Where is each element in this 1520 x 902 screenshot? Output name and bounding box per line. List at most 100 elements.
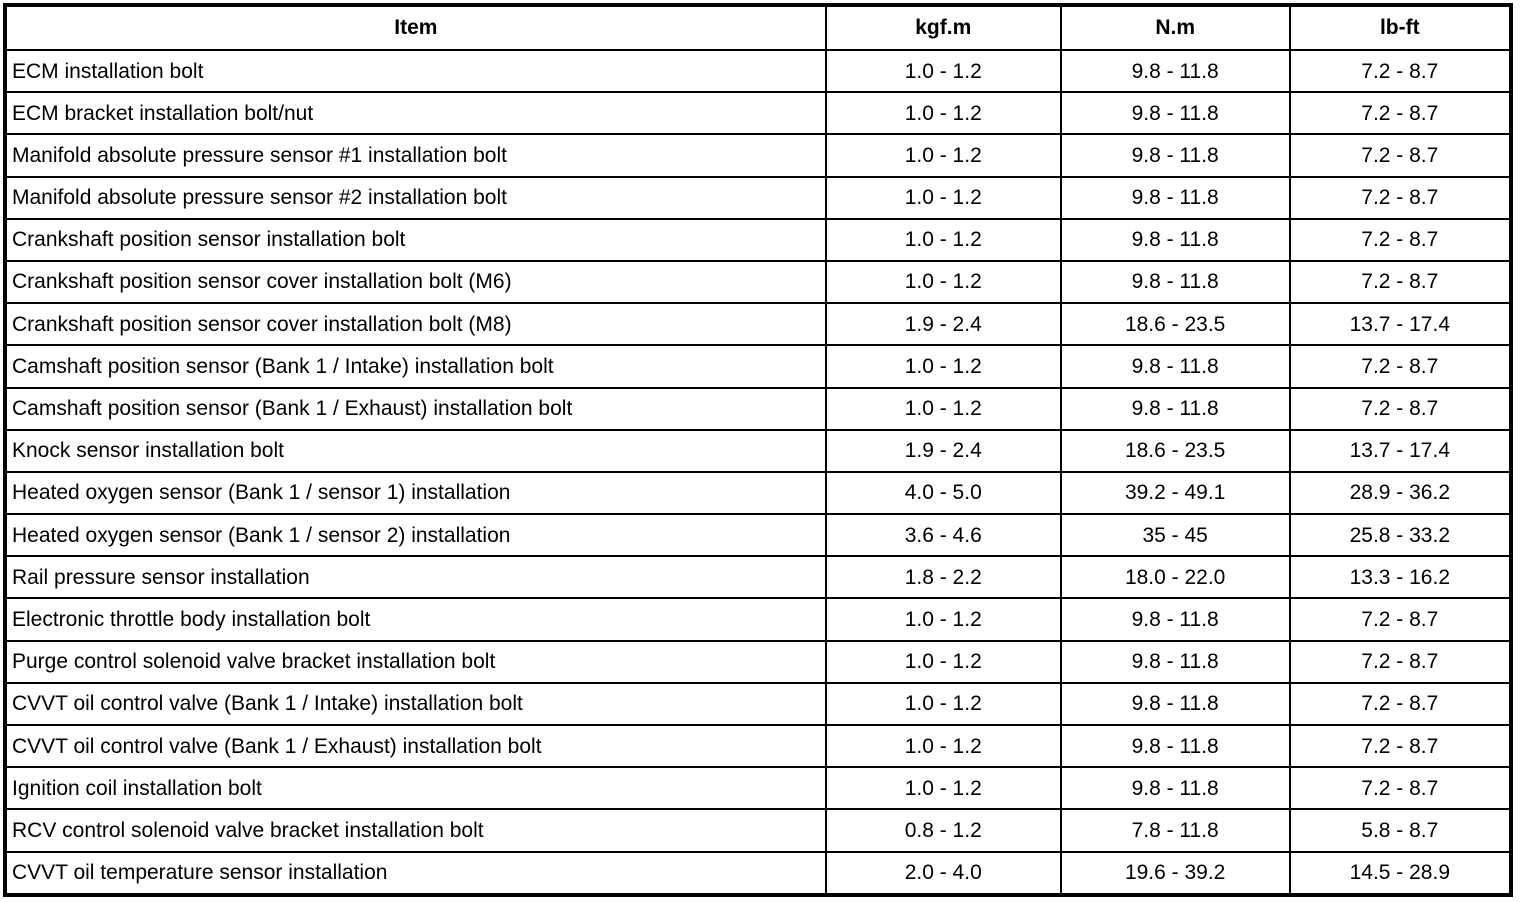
nm-cell: 9.8 - 11.8 xyxy=(1059,259,1291,305)
nm-cell: 9.8 - 11.8 xyxy=(1059,639,1291,684)
item-cell: Camshaft position sensor (Bank 1 / Intak… xyxy=(4,344,827,389)
item-cell: Ignition coil installation bolt xyxy=(4,766,827,811)
lbft-cell: 13.3 - 16.2 xyxy=(1288,555,1513,600)
item-cell: Manifold absolute pressure sensor #1 ins… xyxy=(4,133,827,178)
nm-cell: 9.8 - 11.8 xyxy=(1059,766,1291,811)
item-cell: ECM bracket installation bolt/nut xyxy=(4,91,827,136)
kgfm-cell: 2.0 - 4.0 xyxy=(824,850,1062,897)
lbft-cell: 7.2 - 8.7 xyxy=(1288,91,1513,136)
table-row: ECM bracket installation bolt/nut 1.0 - … xyxy=(4,91,1513,136)
kgfm-cell: 1.0 - 1.2 xyxy=(824,639,1062,684)
lbft-cell: 25.8 - 33.2 xyxy=(1288,513,1513,558)
lbft-cell: 7.2 - 8.7 xyxy=(1288,133,1513,178)
nm-cell: 18.6 - 23.5 xyxy=(1059,302,1291,347)
kgfm-cell: 1.9 - 2.4 xyxy=(824,302,1062,347)
item-cell: ECM installation bolt xyxy=(4,48,827,94)
nm-cell: 35 - 45 xyxy=(1059,513,1291,558)
table-row: Rail pressure sensor installation 1.8 - … xyxy=(4,555,1513,600)
nm-cell: 39.2 - 49.1 xyxy=(1059,470,1291,516)
item-cell: CVVT oil control valve (Bank 1 / Exhaust… xyxy=(4,723,827,769)
item-cell: Heated oxygen sensor (Bank 1 / sensor 1)… xyxy=(4,470,827,516)
item-cell: Heated oxygen sensor (Bank 1 / sensor 2)… xyxy=(4,513,827,558)
nm-cell: 9.8 - 11.8 xyxy=(1059,723,1291,769)
nm-cell: 18.6 - 23.5 xyxy=(1059,428,1291,473)
table-row: Crankshaft position sensor installation … xyxy=(4,217,1513,262)
nm-cell: 9.8 - 11.8 xyxy=(1059,175,1291,220)
lbft-cell: 7.2 - 8.7 xyxy=(1288,386,1513,431)
lbft-cell: 7.2 - 8.7 xyxy=(1288,175,1513,220)
table-row: Manifold absolute pressure sensor #2 ins… xyxy=(4,175,1513,220)
lbft-cell: 7.2 - 8.7 xyxy=(1288,766,1513,811)
item-cell: CVVT oil control valve (Bank 1 / Intake)… xyxy=(4,681,827,727)
lbft-cell: 5.8 - 8.7 xyxy=(1288,808,1513,853)
item-cell: RCV control solenoid valve bracket insta… xyxy=(4,808,827,853)
nm-cell: 9.8 - 11.8 xyxy=(1059,48,1291,94)
lbft-cell: 14.5 - 28.9 xyxy=(1288,850,1513,897)
table-row: CVVT oil control valve (Bank 1 / Intake)… xyxy=(4,681,1513,727)
table-row: Crankshaft position sensor cover install… xyxy=(4,259,1513,305)
lbft-cell: 7.2 - 8.7 xyxy=(1288,723,1513,769)
table-row: CVVT oil temperature sensor installation… xyxy=(4,850,1513,897)
lbft-cell: 7.2 - 8.7 xyxy=(1288,217,1513,262)
table-row: Knock sensor installation bolt 1.9 - 2.4… xyxy=(4,428,1513,473)
kgfm-cell: 1.0 - 1.2 xyxy=(824,681,1062,727)
column-header-nm: N.m xyxy=(1059,4,1291,51)
item-cell: Crankshaft position sensor installation … xyxy=(4,217,827,262)
table-row: Camshaft position sensor (Bank 1 / Intak… xyxy=(4,344,1513,389)
item-cell: CVVT oil temperature sensor installation xyxy=(4,850,827,897)
lbft-cell: 7.2 - 8.7 xyxy=(1288,681,1513,727)
table-row: Ignition coil installation bolt 1.0 - 1.… xyxy=(4,766,1513,811)
kgfm-cell: 1.8 - 2.2 xyxy=(824,555,1062,600)
nm-cell: 9.8 - 11.8 xyxy=(1059,217,1291,262)
item-cell: Camshaft position sensor (Bank 1 / Exhau… xyxy=(4,386,827,431)
nm-cell: 19.6 - 39.2 xyxy=(1059,850,1291,897)
nm-cell: 9.8 - 11.8 xyxy=(1059,133,1291,178)
kgfm-cell: 1.0 - 1.2 xyxy=(824,766,1062,811)
lbft-cell: 7.2 - 8.7 xyxy=(1288,344,1513,389)
kgfm-cell: 1.0 - 1.2 xyxy=(824,386,1062,431)
nm-cell: 9.8 - 11.8 xyxy=(1059,344,1291,389)
lbft-cell: 13.7 - 17.4 xyxy=(1288,428,1513,473)
table-row: Crankshaft position sensor cover install… xyxy=(4,302,1513,347)
table-row: Camshaft position sensor (Bank 1 / Exhau… xyxy=(4,386,1513,431)
table-row: Heated oxygen sensor (Bank 1 / sensor 2)… xyxy=(4,513,1513,558)
kgfm-cell: 1.0 - 1.2 xyxy=(824,723,1062,769)
torque-spec-table: Item kgf.m N.m lb-ft ECM installation bo… xyxy=(3,3,1513,897)
nm-cell: 7.8 - 11.8 xyxy=(1059,808,1291,853)
table-row: Electronic throttle body installation bo… xyxy=(4,597,1513,642)
lbft-cell: 7.2 - 8.7 xyxy=(1288,259,1513,305)
nm-cell: 9.8 - 11.8 xyxy=(1059,681,1291,727)
table-header-row: Item kgf.m N.m lb-ft xyxy=(4,4,1513,51)
table-row: Heated oxygen sensor (Bank 1 / sensor 1)… xyxy=(4,470,1513,516)
column-header-item: Item xyxy=(4,4,827,51)
kgfm-cell: 1.0 - 1.2 xyxy=(824,259,1062,305)
kgfm-cell: 1.0 - 1.2 xyxy=(824,48,1062,94)
lbft-cell: 13.7 - 17.4 xyxy=(1288,302,1513,347)
nm-cell: 9.8 - 11.8 xyxy=(1059,597,1291,642)
table-row: RCV control solenoid valve bracket insta… xyxy=(4,808,1513,853)
kgfm-cell: 1.0 - 1.2 xyxy=(824,344,1062,389)
table-row: ECM installation bolt 1.0 - 1.2 9.8 - 11… xyxy=(4,48,1513,94)
table-row: CVVT oil control valve (Bank 1 / Exhaust… xyxy=(4,723,1513,769)
lbft-cell: 7.2 - 8.7 xyxy=(1288,48,1513,94)
item-cell: Rail pressure sensor installation xyxy=(4,555,827,600)
lbft-cell: 7.2 - 8.7 xyxy=(1288,639,1513,684)
table-row: Manifold absolute pressure sensor #1 ins… xyxy=(4,133,1513,178)
table-row: Purge control solenoid valve bracket ins… xyxy=(4,639,1513,684)
item-cell: Knock sensor installation bolt xyxy=(4,428,827,473)
nm-cell: 18.0 - 22.0 xyxy=(1059,555,1291,600)
table-body: ECM installation bolt 1.0 - 1.2 9.8 - 11… xyxy=(4,48,1513,897)
item-cell: Crankshaft position sensor cover install… xyxy=(4,302,827,347)
kgfm-cell: 1.0 - 1.2 xyxy=(824,133,1062,178)
item-cell: Purge control solenoid valve bracket ins… xyxy=(4,639,827,684)
kgfm-cell: 1.0 - 1.2 xyxy=(824,597,1062,642)
kgfm-cell: 4.0 - 5.0 xyxy=(824,470,1062,516)
kgfm-cell: 3.6 - 4.6 xyxy=(824,513,1062,558)
lbft-cell: 28.9 - 36.2 xyxy=(1288,470,1513,516)
item-cell: Manifold absolute pressure sensor #2 ins… xyxy=(4,175,827,220)
item-cell: Crankshaft position sensor cover install… xyxy=(4,259,827,305)
kgfm-cell: 0.8 - 1.2 xyxy=(824,808,1062,853)
kgfm-cell: 1.0 - 1.2 xyxy=(824,217,1062,262)
lbft-cell: 7.2 - 8.7 xyxy=(1288,597,1513,642)
nm-cell: 9.8 - 11.8 xyxy=(1059,91,1291,136)
